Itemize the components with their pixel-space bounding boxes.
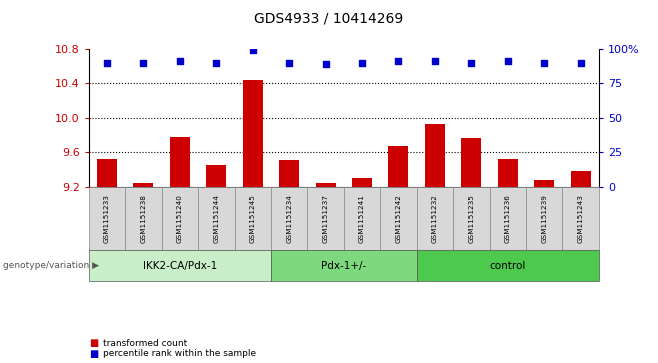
Bar [497, 159, 518, 187]
Bar [388, 146, 409, 187]
Point [102, 60, 113, 66]
Text: GSM1151233: GSM1151233 [104, 194, 110, 243]
Point [466, 60, 476, 66]
Point [211, 60, 222, 66]
Point [503, 58, 513, 64]
Point [539, 60, 549, 66]
Text: GSM1151239: GSM1151239 [541, 194, 547, 243]
Text: GSM1151238: GSM1151238 [140, 194, 147, 243]
Text: GSM1151243: GSM1151243 [578, 194, 584, 243]
Text: GSM1151234: GSM1151234 [286, 194, 292, 243]
Text: ■: ■ [89, 338, 98, 348]
Text: GSM1151245: GSM1151245 [250, 194, 256, 243]
Point [174, 58, 185, 64]
Text: IKK2-CA/Pdx-1: IKK2-CA/Pdx-1 [143, 261, 217, 271]
Bar [461, 138, 481, 187]
Point [430, 58, 440, 64]
Point [284, 60, 294, 66]
Text: GSM1151240: GSM1151240 [177, 194, 183, 243]
Text: control: control [490, 261, 526, 271]
Bar [134, 183, 153, 187]
Bar [570, 171, 591, 187]
Text: GSM1151235: GSM1151235 [468, 194, 474, 243]
Bar [243, 80, 263, 187]
Text: GSM1151242: GSM1151242 [395, 194, 401, 243]
Bar [425, 124, 445, 187]
Point [320, 61, 331, 67]
Text: GSM1151232: GSM1151232 [432, 194, 438, 243]
Text: percentile rank within the sample: percentile rank within the sample [103, 350, 257, 358]
Point [138, 60, 149, 66]
Point [575, 60, 586, 66]
Text: genotype/variation ▶: genotype/variation ▶ [3, 261, 99, 270]
Bar [170, 137, 190, 187]
Bar [207, 166, 226, 187]
Text: transformed count: transformed count [103, 339, 188, 347]
Text: GSM1151241: GSM1151241 [359, 194, 365, 243]
Point [247, 48, 258, 53]
Point [357, 60, 367, 66]
Text: ■: ■ [89, 349, 98, 359]
Bar [97, 159, 117, 187]
Bar [279, 160, 299, 187]
Bar [316, 183, 336, 187]
Text: Pdx-1+/-: Pdx-1+/- [321, 261, 367, 271]
Text: GSM1151236: GSM1151236 [505, 194, 511, 243]
Point [393, 58, 404, 64]
Text: GSM1151237: GSM1151237 [322, 194, 328, 243]
Bar [352, 178, 372, 187]
Bar [534, 180, 554, 187]
Text: GDS4933 / 10414269: GDS4933 / 10414269 [255, 11, 403, 25]
Text: GSM1151244: GSM1151244 [213, 194, 219, 243]
